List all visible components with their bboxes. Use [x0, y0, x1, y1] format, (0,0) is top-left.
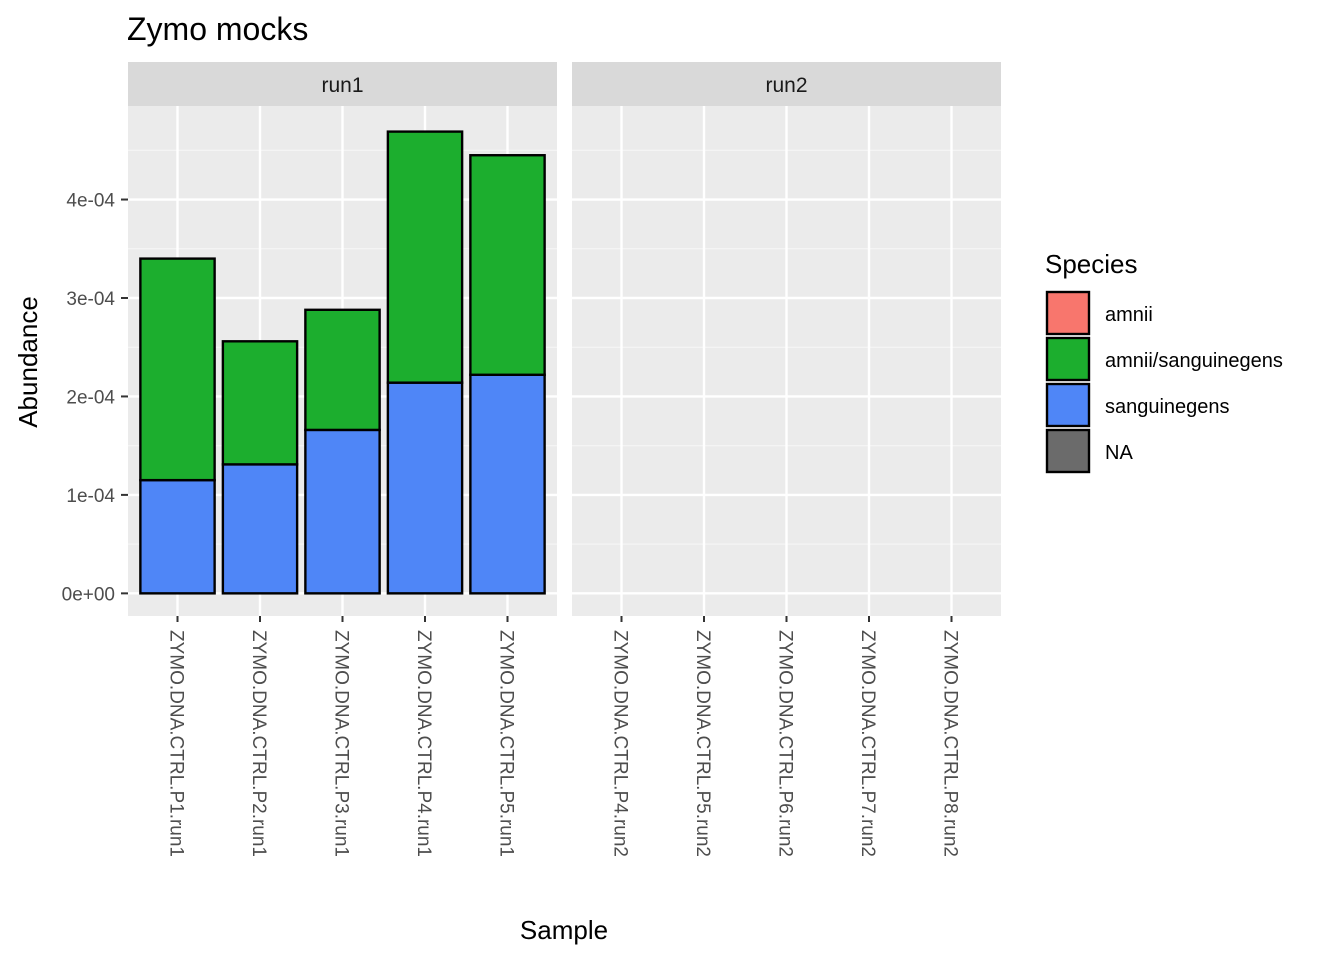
x-tick-label: ZYMO.DNA.CTRL.P3.run1 — [331, 630, 352, 857]
x-tick-label: ZYMO.DNA.CTRL.P8.run2 — [940, 630, 961, 857]
bar-segment — [469, 154, 546, 376]
strip-run1 — [128, 62, 557, 106]
bar-segment — [221, 463, 299, 595]
x-tick-label: ZYMO.DNA.CTRL.P4.run2 — [610, 630, 631, 857]
chart-title: Zymo mocks — [127, 11, 308, 47]
bar-segment — [386, 381, 464, 595]
x-tick-label: ZYMO.DNA.CTRL.P5.run1 — [496, 630, 517, 857]
legend-title: Species — [1045, 249, 1138, 279]
x-tick-label: ZYMO.DNA.CTRL.P2.run1 — [248, 630, 269, 857]
y-tick-label: 4e-04 — [66, 191, 115, 212]
y-tick-label: 1e-04 — [66, 486, 115, 507]
legend-label: amnii — [1105, 304, 1153, 326]
bar-segment — [304, 308, 381, 432]
panel-run2: run2 ZYMO.DNA.CTRL.P4.run2 ZYMO.DNA.CTRL.P… — [572, 62, 1001, 857]
y-axis-title: Abundance — [13, 296, 43, 428]
x-tick-label: ZYMO.DNA.CTRL.P5.run2 — [692, 630, 713, 857]
x-tick-label: ZYMO.DNA.CTRL.P6.run2 — [775, 630, 796, 857]
y-tick-label: 0e+00 — [62, 584, 115, 605]
x-tick-label: ZYMO.DNA.CTRL.P7.run2 — [857, 630, 878, 857]
x-tick-label: ZYMO.DNA.CTRL.P4.run1 — [413, 630, 434, 857]
facet-panels: run1 ZYMO.DNA.CTRL.P1.run1 ZYMO.DNA.CTRL.P… — [128, 62, 1001, 857]
bar-segment — [386, 130, 464, 384]
strip-label-run2: run2 — [765, 74, 807, 97]
bar-segment — [469, 373, 546, 595]
legend-label: amnii/sanguinegens — [1105, 350, 1283, 372]
bar-segment — [139, 257, 216, 482]
legend-label: NA — [1105, 442, 1133, 464]
legend-key-amnii — [1045, 290, 1091, 336]
panel-run1: run1 ZYMO.DNA.CTRL.P1.run1 ZYMO.DNA.CTRL.P… — [128, 62, 557, 857]
y-tick-label: 2e-04 — [66, 387, 115, 408]
bar-segment — [304, 428, 381, 595]
strip-label-run1: run1 — [321, 74, 363, 97]
legend-key-amnii-sanguinegens — [1045, 336, 1091, 382]
legend-key-na — [1045, 428, 1091, 474]
y-axis: 0e+00 1e-04 2e-04 3e-04 4e-04 — [62, 191, 128, 605]
bar-segment — [221, 340, 299, 466]
legend-key-sanguinegens — [1045, 382, 1091, 428]
x-axis-title: Sample — [520, 915, 608, 945]
bar-segment — [139, 478, 216, 595]
x-tick-label: ZYMO.DNA.CTRL.P1.run1 — [166, 630, 187, 857]
legend: Species amnii amnii/sanguinegens sanguineg… — [1045, 249, 1283, 474]
legend-label: sanguinegens — [1105, 396, 1230, 418]
strip-run2 — [572, 62, 1001, 106]
y-tick-label: 3e-04 — [66, 289, 115, 310]
